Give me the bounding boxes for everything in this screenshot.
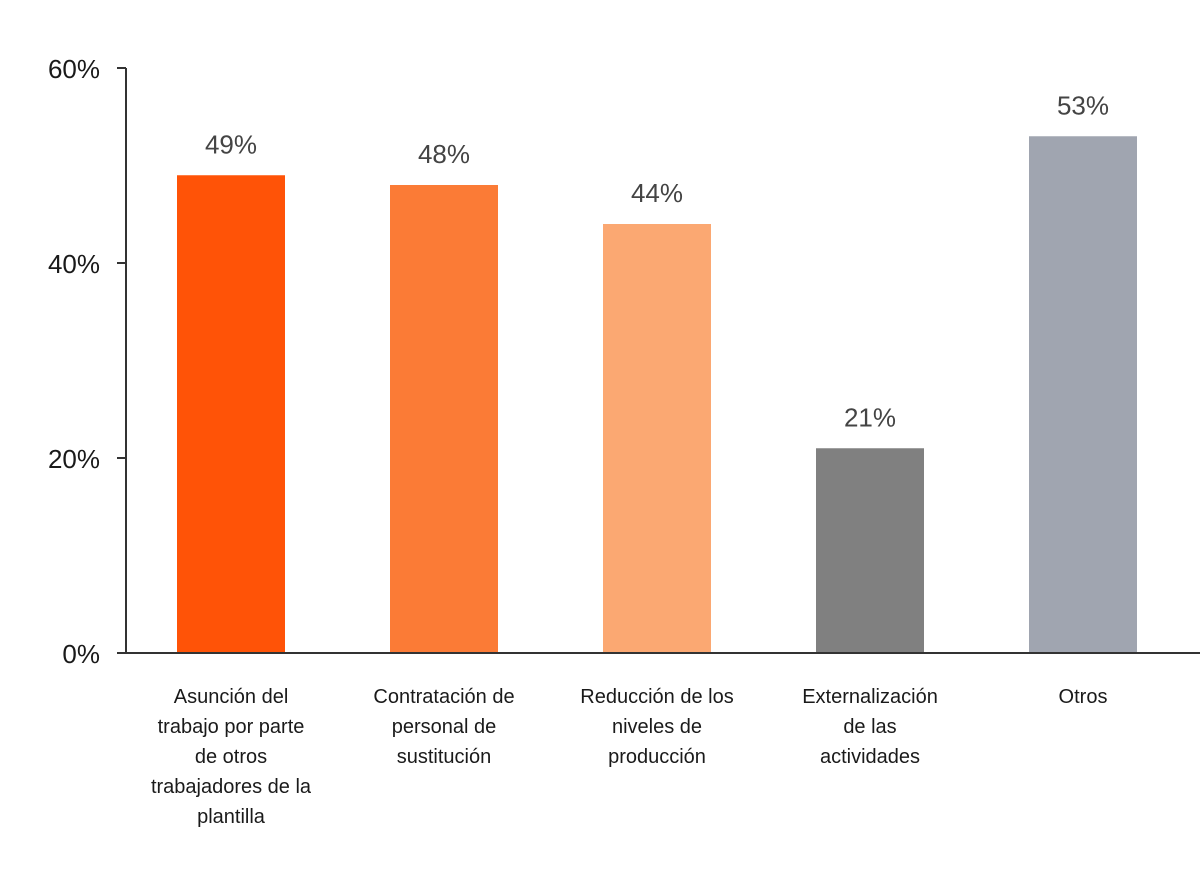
y-axis: 0% 20% 40% 60% [48,54,127,669]
y-tick-label: 0% [62,639,100,669]
bar [1029,136,1137,653]
bar-value-label: 21% [844,402,896,432]
bar [177,175,285,653]
bar [816,448,924,653]
bar [603,224,711,653]
x-category-label: Otros [1059,686,1108,708]
x-category-label-line: de las [843,716,896,738]
y-tick-label: 40% [48,249,100,279]
bar-value-label: 49% [205,129,257,159]
x-category-label-line: sustitución [397,746,492,768]
x-category-label-line: niveles de [612,716,702,738]
x-category-label-line: Asunción del [174,686,289,708]
value-labels-group: 49% 48% 44% 21% 53% [205,90,1109,432]
x-category-label-line: de otros [195,746,267,768]
x-category-label-line: trabajadores de la [151,776,312,798]
x-category-label: Reducción de los niveles de producción [580,686,733,768]
x-category-label-line: Reducción de los [580,686,733,708]
bars-group [177,136,1137,653]
x-category-label-line: Externalización [802,686,938,708]
x-category-label-line: actividades [820,746,920,768]
bar-value-label: 53% [1057,90,1109,120]
x-category-label-line: Otros [1059,686,1108,708]
x-category-label-line: producción [608,746,706,768]
bar-value-label: 44% [631,178,683,208]
x-category-label-line: Contratación de [373,686,514,708]
x-category-label: Asunción del trabajo por parte de otros tra… [151,686,312,828]
bar [390,185,498,653]
y-tick-label: 20% [48,444,100,474]
x-category-label-line: plantilla [197,806,266,828]
y-tick-label: 60% [48,54,100,84]
x-category-label: Externalización de las actividades [802,686,938,768]
x-category-label: Contratación de personal de sustitución [373,686,514,768]
bar-value-label: 48% [418,139,470,169]
x-category-label-line: trabajo por parte [158,716,305,738]
category-labels-group: Asunción del trabajo por parte de otros tra… [151,686,1108,828]
x-category-label-line: personal de [392,716,497,738]
